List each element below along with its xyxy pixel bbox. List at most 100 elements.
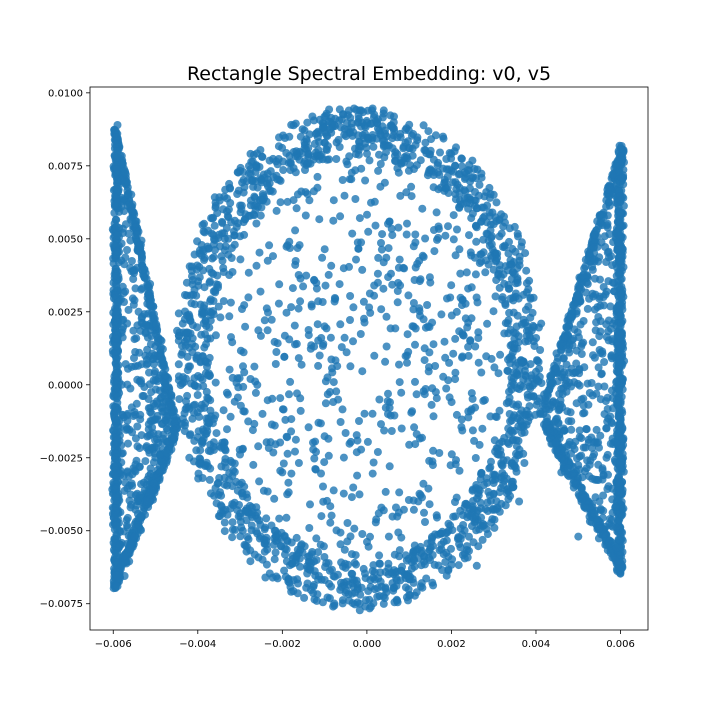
scatter-point	[129, 300, 138, 309]
scatter-point	[126, 384, 135, 393]
scatter-point	[311, 465, 320, 474]
scatter-point	[112, 133, 121, 141]
scatter-point	[360, 409, 369, 418]
scatter-point	[303, 579, 312, 588]
scatter-point	[111, 264, 120, 273]
scatter-point	[503, 367, 512, 376]
scatter-point	[112, 308, 121, 317]
scatter-point	[526, 294, 535, 303]
scatter-point	[320, 458, 329, 467]
scatter-point	[112, 165, 121, 174]
scatter-point	[279, 459, 288, 468]
scatter-point	[366, 576, 375, 585]
scatter-point	[596, 327, 605, 336]
scatter-point	[468, 426, 477, 435]
scatter-point	[594, 460, 603, 469]
scatter-point	[467, 314, 476, 323]
scatter-point	[242, 177, 251, 186]
scatter-point	[508, 355, 517, 363]
scatter-point	[384, 559, 393, 568]
scatter-point	[294, 354, 303, 363]
scatter-point	[270, 494, 279, 503]
scatter-point	[206, 277, 214, 286]
scatter-point	[579, 401, 588, 410]
scatter-point	[117, 441, 126, 450]
scatter-point	[192, 291, 201, 300]
scatter-point	[293, 149, 301, 158]
scatter-point	[499, 242, 507, 251]
scatter-point	[608, 278, 617, 287]
scatter-point	[267, 315, 276, 324]
scatter-point	[141, 329, 150, 338]
scatter-point	[122, 516, 131, 525]
scatter-point	[263, 326, 272, 335]
scatter-point	[287, 303, 296, 312]
scatter-point	[402, 188, 411, 197]
scatter-point	[482, 218, 491, 227]
scatter-point	[510, 222, 519, 231]
scatter-point	[594, 476, 603, 484]
scatter-point	[385, 462, 394, 471]
scatter-point	[421, 323, 430, 332]
scatter-point	[125, 472, 133, 481]
scatter-point	[264, 444, 273, 452]
scatter-point	[250, 211, 259, 220]
scatter-point	[140, 273, 149, 282]
scatter-point	[193, 237, 202, 246]
scatter-point	[611, 502, 620, 511]
scatter-point	[563, 464, 572, 473]
scatter-point	[475, 191, 483, 200]
scatter-point	[480, 396, 489, 404]
scatter-point	[369, 142, 378, 151]
scatter-point	[339, 453, 348, 462]
scatter-point	[325, 105, 334, 114]
scatter-point	[393, 133, 402, 142]
scatter-point	[126, 264, 135, 272]
scatter-point	[228, 373, 237, 382]
scatter-point	[483, 478, 492, 487]
scatter-point	[477, 513, 486, 522]
scatter-point	[281, 415, 290, 424]
scatter-point	[427, 537, 436, 546]
scatter-point	[212, 429, 221, 438]
scatter-point	[296, 297, 305, 306]
scatter-point	[154, 438, 163, 447]
scatter-point	[241, 215, 250, 224]
scatter-point	[594, 313, 603, 321]
scatter-point	[153, 337, 162, 346]
scatter-point	[324, 451, 333, 460]
scatter-point	[595, 497, 604, 506]
scatter-point	[413, 133, 422, 142]
scatter-point	[468, 394, 477, 403]
scatter-point	[476, 498, 485, 507]
scatter-point	[252, 261, 261, 270]
scatter-point	[221, 242, 230, 251]
scatter-point	[244, 268, 253, 277]
scatter-point	[196, 373, 205, 382]
scatter-point	[425, 553, 433, 562]
scatter-point	[141, 351, 150, 360]
y-tick-label: 0.0075	[48, 161, 83, 172]
scatter-point	[109, 513, 118, 522]
scatter-point	[375, 395, 384, 404]
scatter-point	[578, 271, 587, 280]
scatter-point	[274, 299, 283, 308]
scatter-point	[411, 263, 420, 272]
scatter-point	[521, 361, 530, 370]
scatter-point	[399, 263, 408, 272]
scatter-point	[237, 489, 246, 498]
scatter-point	[452, 143, 460, 152]
scatter-point	[384, 389, 392, 398]
scatter-point	[291, 226, 300, 235]
scatter-point	[296, 132, 305, 141]
scatter-point	[117, 176, 126, 185]
scatter-point	[567, 306, 576, 315]
scatter-point	[612, 543, 621, 552]
scatter-point	[458, 353, 466, 362]
scatter-point	[449, 349, 458, 358]
scatter-point	[522, 406, 531, 415]
scatter-point	[505, 387, 513, 396]
scatter-point	[466, 336, 475, 345]
scatter-point	[132, 334, 141, 343]
scatter-point	[483, 230, 492, 238]
